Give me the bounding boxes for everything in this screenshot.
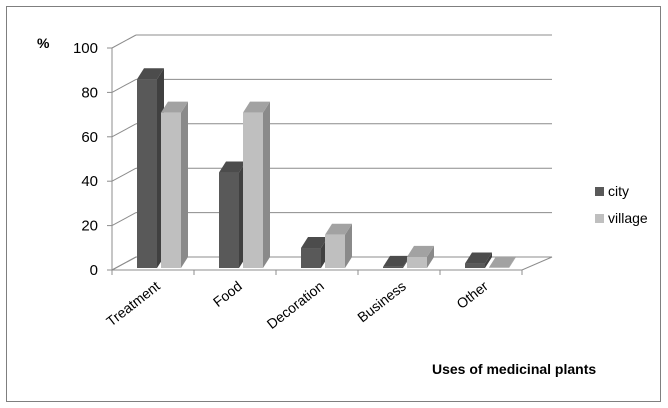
bar-front [383,266,403,268]
y-tick-label: 40 [81,173,98,190]
bar-front [465,263,485,268]
bar-front [243,112,263,268]
bar-side [427,245,434,268]
bar-city-other [465,252,492,268]
bar-city-decoration [301,237,328,268]
y-tick-label: 60 [81,129,98,146]
bar-top [407,245,434,257]
y-tick-label: 80 [81,84,98,101]
gridline-side [111,78,137,93]
bar-front [137,79,157,268]
bar-front [407,256,427,268]
bar-top [301,237,328,249]
x-axis-label: Uses of medicinal plants [432,361,596,377]
bar-city-business [383,255,410,268]
bar-village-treatment [161,101,188,268]
x-tick-label: Other [453,278,491,312]
bar-village-other [489,256,516,268]
bar-front [219,172,239,268]
legend-swatch [595,214,604,223]
bar-top [219,161,246,173]
bar-top [383,255,410,267]
bar-front [161,112,181,268]
bar-top [137,68,164,80]
gridline-side [111,34,137,49]
y-tick-label: 100 [73,40,98,57]
bar-side [181,101,188,268]
bar-side [345,223,352,268]
x-tick-label: Decoration [264,278,327,332]
bar-side [509,256,516,268]
legend-label: village [608,210,648,226]
bar-front [301,248,321,268]
y-tick-label: 0 [90,262,98,279]
bar-top [465,252,492,264]
x-tick-label: Treatment [103,278,163,330]
bar-top [325,223,352,235]
y-tick-label: 20 [81,218,98,235]
legend-item-village: village [595,210,648,226]
bar-top [489,256,516,268]
legend: city village [595,183,648,226]
bar-front [325,234,345,268]
bar-village-food [243,101,270,268]
x-tick-label: Business [354,278,409,326]
bar-city-treatment [137,68,164,268]
gridline-side [111,212,137,227]
chart-frame [6,6,661,402]
y-axis-label: % [37,35,50,51]
bar-top [243,101,270,113]
bar-village-decoration [325,223,352,268]
gridline-side [111,123,137,138]
bar-village-business [407,245,434,268]
bars [137,68,516,268]
bar-side [263,101,270,268]
bar-front [489,267,509,268]
bar-top [161,101,188,113]
bar-side [485,252,492,268]
legend-item-city: city [595,183,629,199]
legend-label: city [608,183,629,199]
x-tick-label: Food [210,278,245,310]
bar-city-food [219,161,246,268]
legend-swatch [595,187,604,196]
gridline-side [111,167,137,182]
